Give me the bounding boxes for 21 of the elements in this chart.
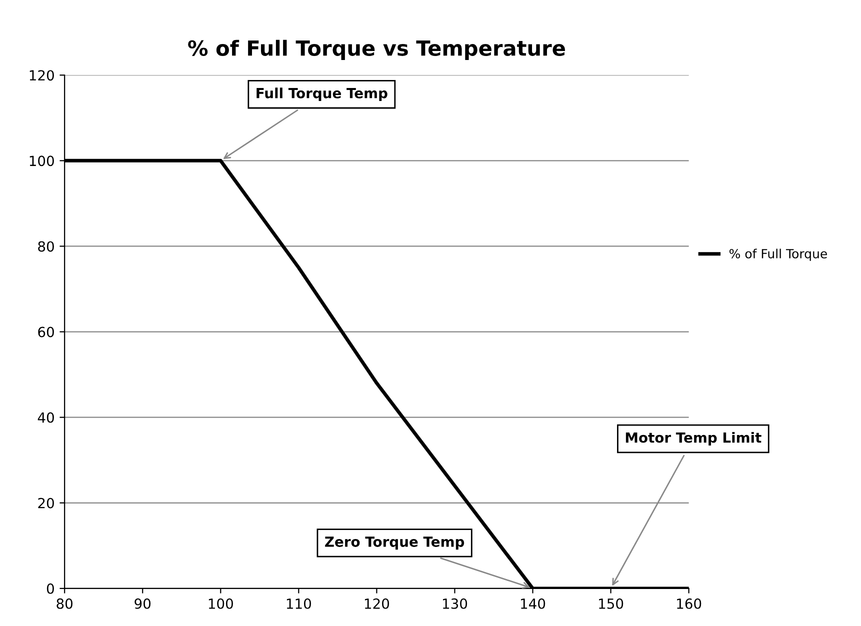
y-tick-label: 20 — [38, 498, 54, 508]
x-tick-label: 110 — [286, 598, 311, 609]
legend-label: % of Full Torque — [729, 248, 827, 261]
x-tick-label: 150 — [599, 598, 624, 609]
y-tick-label: 80 — [38, 241, 54, 252]
y-tick-label: 100 — [30, 156, 54, 166]
x-tick-label: 90 — [134, 598, 151, 609]
annotation: Zero Torque Temp — [325, 536, 464, 550]
y-tick-label: 60 — [38, 326, 54, 338]
chart-title: % of Full Torque vs Temperature — [188, 40, 565, 60]
annotation: Full Torque Temp — [256, 88, 388, 102]
annotation: Motor Temp Limit — [626, 432, 762, 446]
x-tick-label: 120 — [364, 598, 390, 609]
y-tick-label: 40 — [38, 412, 54, 423]
x-tick-label: 140 — [521, 598, 546, 609]
y-tick-label: 120 — [30, 70, 54, 81]
x-tick-label: 80 — [56, 598, 72, 609]
x-tick-label: 100 — [208, 598, 233, 609]
x-tick-label: 130 — [442, 598, 468, 609]
y-tick-label: 0 — [46, 583, 54, 594]
x-tick-label: 160 — [677, 598, 702, 609]
